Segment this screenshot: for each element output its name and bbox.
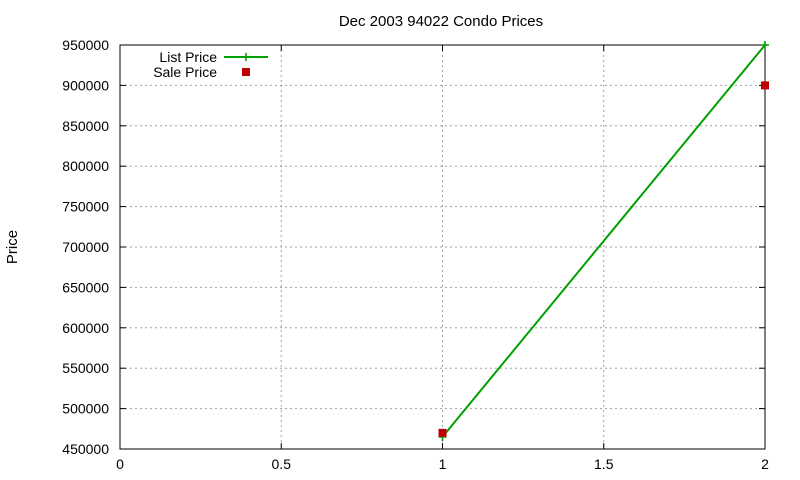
x-tick-label: 1.5 — [594, 456, 614, 472]
y-tick-label: 600000 — [62, 320, 109, 336]
list-price-line — [441, 44, 766, 438]
x-tick-label: 0 — [116, 456, 124, 472]
y-axis-label: Price — [4, 230, 21, 264]
sale-price-point — [761, 81, 769, 90]
axes: 450000 500000 550000 600000 650000 700000 7500… — [62, 37, 769, 472]
y-tick-label: 500000 — [62, 401, 109, 417]
legend-label: Sale Price — [153, 64, 217, 80]
x-tick-label: 2 — [761, 456, 769, 472]
y-tick-label: 750000 — [62, 199, 109, 215]
y-tick-label: 900000 — [62, 77, 109, 93]
x-tick-label: 1 — [439, 456, 447, 472]
y-tick-label: 700000 — [62, 239, 109, 255]
y-tick-label: 800000 — [62, 158, 109, 174]
legend-label: List Price — [159, 49, 217, 65]
y-tick-label: 650000 — [62, 279, 109, 295]
y-tick-label: 550000 — [62, 360, 109, 376]
x-tick-label: 0.5 — [272, 456, 292, 472]
sale-price-point — [438, 428, 447, 437]
y-tick-label: 950000 — [62, 37, 109, 53]
y-tick-label: 850000 — [62, 118, 109, 134]
chart-title: Dec 2003 94022 Condo Prices — [339, 13, 543, 30]
y-tick-label: 450000 — [62, 441, 109, 457]
grid — [120, 45, 765, 449]
series-layer — [438, 41, 769, 441]
legend-swatch-marker — [242, 68, 250, 76]
